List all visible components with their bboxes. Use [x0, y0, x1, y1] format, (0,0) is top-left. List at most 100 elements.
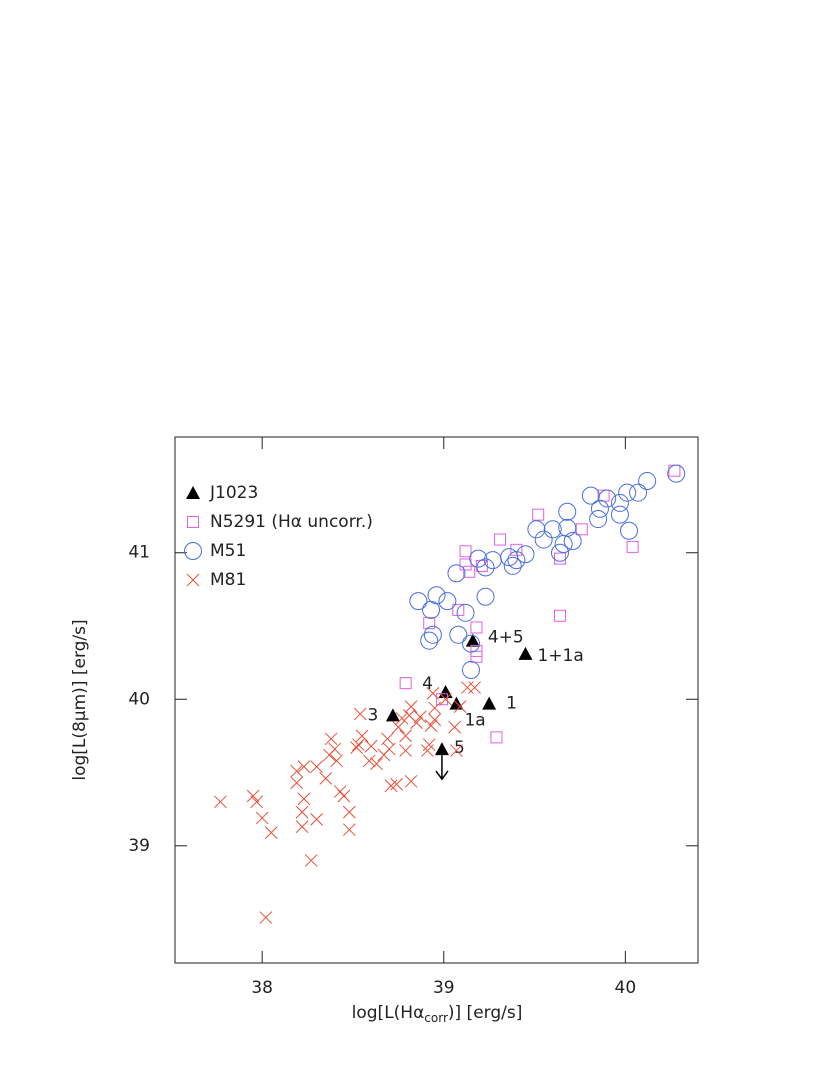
x-marker	[422, 738, 436, 752]
x-marker	[399, 729, 412, 743]
circle-marker	[550, 543, 569, 562]
x-axis-label: log[L(Hαcorr)] [erg/s]	[352, 1003, 523, 1025]
circle-marker	[447, 564, 466, 583]
triangle-marker	[186, 486, 200, 499]
x-marker	[384, 779, 398, 793]
x-marker	[264, 826, 278, 839]
circle-marker	[449, 625, 468, 644]
x-marker	[337, 789, 351, 803]
circle-marker	[507, 551, 526, 570]
x-marker	[404, 774, 418, 788]
square-marker	[423, 617, 436, 630]
triangle-marker	[385, 708, 400, 722]
plot-frame	[174, 436, 699, 964]
upper-limit-arrow	[435, 755, 449, 781]
circle-marker	[527, 520, 546, 539]
circle-marker	[610, 493, 629, 512]
x-marker	[214, 795, 227, 809]
circle-marker	[462, 634, 481, 653]
circle-marker	[589, 510, 608, 529]
x-marker	[304, 854, 318, 867]
circle-marker	[420, 631, 439, 650]
square-marker	[435, 693, 448, 706]
circle-marker	[629, 483, 648, 502]
square-marker	[187, 516, 199, 528]
x-marker	[461, 681, 474, 694]
square-marker	[459, 545, 472, 558]
circle-marker	[610, 505, 629, 524]
circle-marker	[638, 471, 657, 490]
circle-marker	[483, 551, 502, 570]
x-marker	[319, 772, 333, 785]
x-marker	[392, 720, 405, 734]
square-marker	[475, 559, 488, 572]
point-label: 4+5	[488, 628, 524, 648]
y-axis-label: log[L(8μm)] [erg/s]	[70, 619, 90, 780]
x-marker	[413, 710, 427, 724]
triangle-marker	[438, 684, 453, 698]
square-marker	[553, 552, 566, 565]
triangle-marker	[434, 742, 449, 756]
square-marker	[532, 508, 545, 521]
legend-label: M81	[210, 570, 246, 590]
square-marker	[494, 533, 507, 546]
x-tick-label: 38	[251, 978, 273, 998]
square-marker	[553, 609, 566, 622]
square-marker	[575, 523, 588, 536]
circle-marker	[422, 600, 441, 619]
y-tick-label: 41	[128, 543, 150, 563]
x-marker	[342, 805, 356, 819]
square-marker	[470, 650, 483, 663]
circle-marker	[462, 660, 481, 679]
point-label: 1+1a	[537, 646, 583, 666]
x-marker	[362, 754, 376, 768]
x-marker	[350, 741, 363, 754]
circle-marker	[667, 464, 686, 483]
circle-marker	[438, 592, 457, 611]
x-marker	[250, 795, 264, 809]
square-marker	[452, 603, 465, 616]
square-marker	[470, 621, 483, 634]
square-marker	[459, 558, 472, 571]
x-label-subscript: corr	[424, 1011, 448, 1025]
x-marker	[399, 744, 412, 757]
x-marker	[246, 789, 260, 803]
x-marker	[404, 700, 418, 713]
circle-marker	[423, 625, 442, 644]
triangle-marker	[518, 646, 533, 660]
point-label: 4	[422, 674, 433, 694]
legend-label: N5291 (Hα uncorr.)	[210, 512, 373, 532]
circle-marker	[619, 521, 638, 540]
x-marker	[290, 776, 304, 790]
square-marker	[510, 543, 523, 556]
x-marker	[428, 713, 442, 727]
legend-label: M51	[210, 541, 246, 561]
x-marker	[424, 719, 438, 732]
circle-marker	[554, 534, 573, 553]
circle-marker	[581, 486, 600, 505]
triangle-marker	[465, 633, 480, 647]
x-marker	[290, 764, 304, 778]
square-marker	[463, 565, 476, 578]
x-marker	[428, 701, 442, 715]
x-marker	[395, 711, 409, 725]
square-marker	[626, 540, 639, 553]
x-marker	[295, 820, 309, 834]
x-marker	[353, 707, 367, 721]
x-marker	[450, 744, 463, 757]
circle-marker	[563, 532, 582, 551]
circle-marker	[590, 499, 609, 518]
circle-marker	[409, 592, 428, 611]
x-marker	[370, 757, 383, 771]
point-label: 3	[368, 705, 379, 725]
x-marker	[352, 738, 365, 752]
x-label-part: )] [erg/s]	[448, 1003, 522, 1023]
x-marker	[426, 687, 440, 700]
x-marker	[342, 823, 356, 837]
x-marker	[324, 732, 338, 746]
x-marker	[310, 760, 323, 774]
legend-label: J1023	[209, 483, 258, 503]
circle-marker	[543, 520, 562, 539]
circle-marker	[476, 587, 495, 606]
